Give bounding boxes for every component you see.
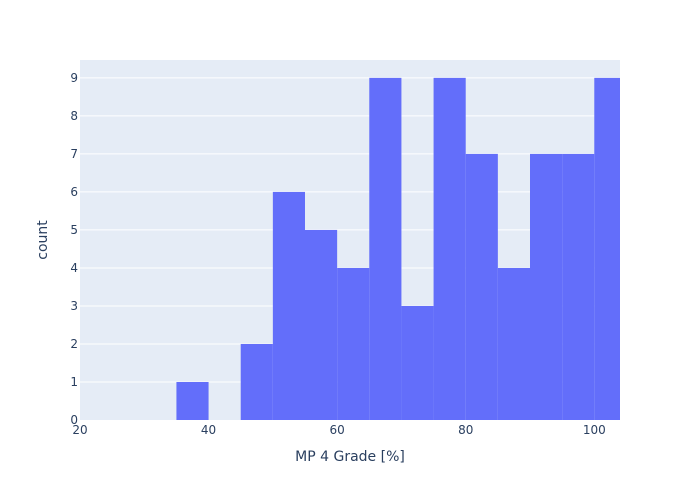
histogram-bar-70-75 bbox=[401, 305, 434, 420]
y-tick-label: 4 bbox=[70, 261, 78, 275]
y-tick-label: 1 bbox=[70, 375, 78, 389]
y-tick-label: 6 bbox=[70, 185, 78, 199]
x-tick-label: 20 bbox=[72, 423, 87, 437]
histogram-bar-100-105 bbox=[594, 77, 620, 421]
histogram-bar-35-40 bbox=[176, 381, 209, 420]
y-tick-label: 0 bbox=[70, 413, 78, 427]
histogram-bar-45-50 bbox=[240, 343, 273, 420]
histogram-bar-85-90 bbox=[497, 267, 530, 420]
histogram-bar-75-80 bbox=[433, 77, 466, 421]
x-tick-label: 60 bbox=[330, 423, 345, 437]
histogram-bar-95-100 bbox=[562, 153, 595, 420]
y-axis-ticks: 0 1 2 3 4 5 6 7 8 9 bbox=[70, 71, 78, 427]
histogram-bar-50-55 bbox=[272, 191, 305, 420]
y-tick-label: 5 bbox=[70, 223, 78, 237]
histogram-bar-65-70 bbox=[369, 77, 402, 421]
histogram-bar-80-85 bbox=[465, 153, 498, 420]
x-tick-label: 40 bbox=[201, 423, 216, 437]
y-tick-label: 9 bbox=[70, 71, 78, 85]
x-axis-title: MP 4 Grade [%] bbox=[295, 449, 405, 465]
histogram-bar-90-95 bbox=[530, 153, 563, 420]
x-tick-label: 80 bbox=[458, 423, 473, 437]
y-tick-label: 3 bbox=[70, 299, 78, 313]
y-tick-label: 2 bbox=[70, 337, 78, 351]
bars bbox=[176, 77, 620, 421]
y-axis-title: count bbox=[35, 220, 51, 260]
histogram-bar-60-65 bbox=[337, 267, 370, 420]
x-axis-ticks: 20 40 60 80 100 bbox=[72, 423, 605, 437]
x-tick-label: 100 bbox=[583, 423, 606, 437]
y-tick-label: 8 bbox=[70, 109, 78, 123]
histogram-bar-55-60 bbox=[305, 229, 338, 420]
y-tick-label: 7 bbox=[70, 147, 78, 161]
